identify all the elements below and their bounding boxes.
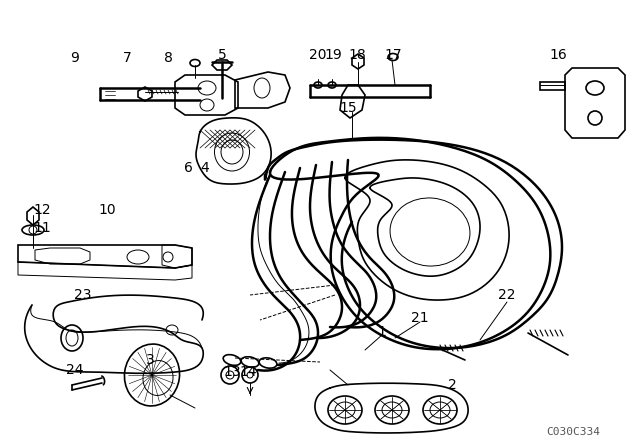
- Text: 13: 13: [223, 365, 241, 379]
- Text: 22: 22: [499, 288, 516, 302]
- Text: 8: 8: [164, 51, 172, 65]
- Text: 10: 10: [98, 203, 116, 217]
- Text: 15: 15: [339, 101, 357, 115]
- Text: 3: 3: [146, 353, 154, 367]
- Text: 20: 20: [309, 48, 327, 62]
- Text: 12: 12: [33, 203, 51, 217]
- Text: 11: 11: [33, 221, 51, 235]
- Text: C030C334: C030C334: [546, 427, 600, 437]
- Text: 16: 16: [549, 48, 567, 62]
- Text: 9: 9: [70, 51, 79, 65]
- Text: 18: 18: [348, 48, 366, 62]
- Text: 6: 6: [184, 161, 193, 175]
- Text: 7: 7: [123, 51, 131, 65]
- Text: 5: 5: [218, 48, 227, 62]
- Text: 19: 19: [324, 48, 342, 62]
- Text: 14: 14: [239, 365, 257, 379]
- Text: 17: 17: [384, 48, 402, 62]
- Text: 23: 23: [74, 288, 92, 302]
- Text: 21: 21: [411, 311, 429, 325]
- Text: 1: 1: [378, 325, 387, 339]
- Text: 24: 24: [67, 363, 84, 377]
- Text: 4: 4: [200, 161, 209, 175]
- Text: 2: 2: [447, 378, 456, 392]
